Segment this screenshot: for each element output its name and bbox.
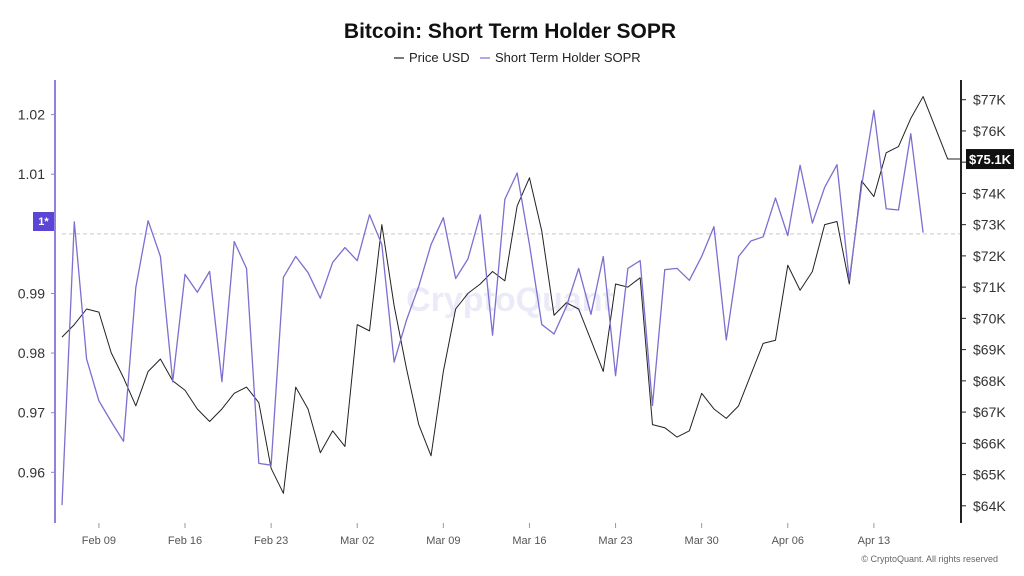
legend[interactable]: Price USD Short Term Holder SOPR xyxy=(394,50,641,65)
left-tick-label: 0.97 xyxy=(18,405,45,421)
x-tick-label: Apr 06 xyxy=(772,535,804,547)
reference-tag-label: 1* xyxy=(38,216,49,228)
right-axis-ticks: $64K $65K $66K $67K $68K $69K $70K $71K $72K $73K… xyxy=(961,92,1006,514)
left-tick-label: 0.96 xyxy=(18,464,45,480)
reference-tag: 1* xyxy=(33,212,54,231)
right-tick-label: $74K xyxy=(973,185,1006,201)
right-tick-label: $70K xyxy=(973,310,1006,326)
watermark-text: CryptoQuant xyxy=(406,281,614,319)
right-tick-label: $65K xyxy=(973,467,1006,483)
chart-title: Bitcoin: Short Term Holder SOPR xyxy=(344,20,676,43)
x-tick-label: Mar 16 xyxy=(512,535,546,547)
left-tick-label: 1.02 xyxy=(18,107,45,123)
right-tick-label: $76K xyxy=(973,123,1006,139)
last-price-tag: $75.1K xyxy=(966,149,1014,170)
right-tick-label: $67K xyxy=(973,404,1006,420)
right-tick-label: $72K xyxy=(973,248,1006,264)
right-tick-label: $73K xyxy=(973,217,1006,233)
x-tick-label: Mar 02 xyxy=(340,535,374,547)
x-tick-label: Feb 23 xyxy=(254,535,288,547)
x-tick-label: Mar 09 xyxy=(426,535,460,547)
left-tick-label: 1.01 xyxy=(18,166,45,182)
right-tick-label: $69K xyxy=(973,342,1006,358)
series-line-price-usd[interactable] xyxy=(61,96,960,494)
x-tick-label: Mar 30 xyxy=(685,535,719,547)
series-line-short-term-holder-sopr[interactable] xyxy=(61,109,924,506)
right-tick-label: $68K xyxy=(973,373,1006,389)
left-axis-ticks: 0.96 0.97 0.98 0.99 1.01 1.02 xyxy=(18,107,55,480)
right-tick-label: $64K xyxy=(973,498,1006,514)
right-tick-label: $77K xyxy=(973,92,1006,108)
right-tick-label: $71K xyxy=(973,279,1006,295)
legend-sopr-label[interactable]: Short Term Holder SOPR xyxy=(495,50,641,65)
right-tick-label: $66K xyxy=(973,435,1006,451)
x-axis-ticks: Feb 09 Feb 16 Feb 23 Mar 02 Mar 09 Mar 16 Mar … xyxy=(82,523,890,547)
x-tick-label: Apr 13 xyxy=(858,535,890,547)
series-layer xyxy=(61,96,960,506)
reference-tag-box xyxy=(33,212,54,231)
last-price-tag-box xyxy=(966,149,1014,170)
left-tick-label: 0.98 xyxy=(18,345,45,361)
copyright-text: © CryptoQuant. All rights reserved xyxy=(861,554,998,564)
left-tick-label: 0.99 xyxy=(18,285,45,301)
x-tick-label: Feb 16 xyxy=(168,535,202,547)
legend-price-label[interactable]: Price USD xyxy=(409,50,470,65)
x-tick-label: Feb 09 xyxy=(82,535,116,547)
x-tick-label: Mar 23 xyxy=(598,535,632,547)
last-price-tag-label: $75.1K xyxy=(969,152,1012,167)
